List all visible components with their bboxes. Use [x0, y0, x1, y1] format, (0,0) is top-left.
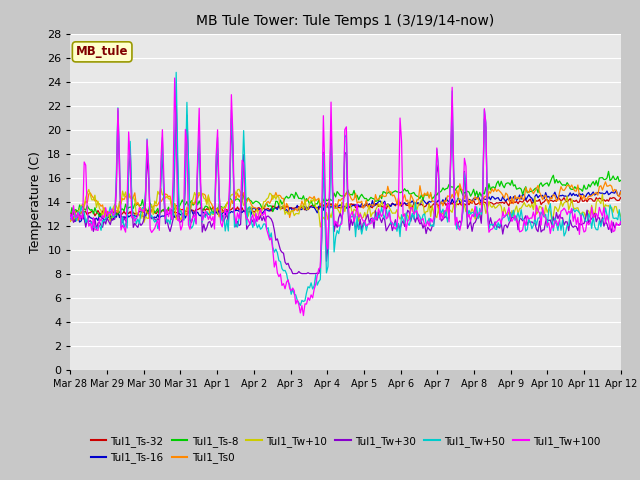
Title: MB Tule Tower: Tule Temps 1 (3/19/14-now): MB Tule Tower: Tule Temps 1 (3/19/14-now…: [196, 14, 495, 28]
Legend: Tul1_Ts-32, Tul1_Ts-16, Tul1_Ts-8, Tul1_Ts0, Tul1_Tw+10, Tul1_Tw+30, Tul1_Tw+50,: Tul1_Ts-32, Tul1_Ts-16, Tul1_Ts-8, Tul1_…: [86, 432, 605, 468]
Y-axis label: Temperature (C): Temperature (C): [29, 151, 42, 252]
Text: MB_tule: MB_tule: [76, 45, 129, 59]
